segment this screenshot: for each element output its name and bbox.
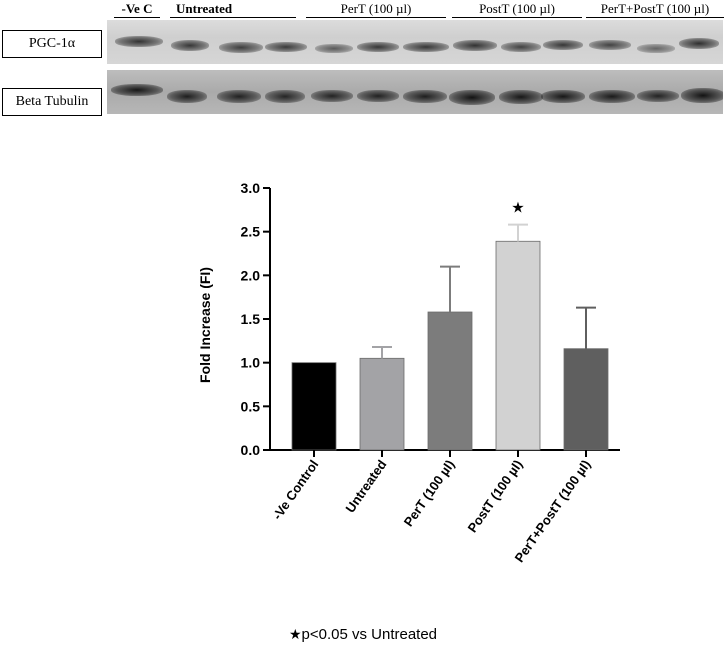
blot-band [403,42,449,52]
blot-band [357,42,399,52]
lane-group-label: -Ve C [121,1,153,16]
lane-group-underline [114,17,160,18]
blot-band [499,90,543,104]
blot-band [681,88,723,103]
blot-band [265,90,305,103]
tubulin-row-label: Beta Tubulin [2,88,102,116]
blot-band [115,36,163,47]
bar [495,240,541,451]
y-tick-label: 0.5 [241,398,261,414]
blot-band [219,42,263,53]
bar [359,357,405,451]
pgc-blot-strip [107,20,723,64]
blot-band [357,90,399,102]
x-tick-label: -Ve Control [269,457,321,522]
x-tick-label: Untreated [342,457,389,515]
lane-group-underline [306,17,446,18]
tubulin-blot-strip [107,70,723,114]
lane-group-underline [586,17,724,18]
lane-group-untreated: Untreated [170,2,296,18]
blot-band [265,42,307,52]
blot-band [111,84,163,96]
blot-band [171,40,209,51]
blot-band [449,90,495,105]
blot-band [217,90,261,103]
lane-group-label: PerT+PostT (100 µl) [600,1,710,16]
y-axis-title: Fold Increase (FI) [197,267,213,383]
blot-lane-header: -Ve C Untreated PerT (100 µl) PostT (100… [0,0,726,20]
significance-star-icon: ★ [511,199,524,217]
lane-group-label: PostT (100 µl) [479,1,555,16]
blot-band [311,90,353,102]
pgc-row-label: PGC-1α [2,30,102,58]
lane-group-label: PerT (100 µl) [340,1,412,16]
lane-group-postt: PostT (100 µl) [452,2,582,18]
x-tick-label: PerT+PostT (100 µl) [512,457,594,565]
blot-band [637,90,679,102]
y-tick-label: 1.0 [241,355,261,371]
blot-band [501,42,541,52]
bar [291,362,337,451]
blot-band [541,90,585,103]
lane-group-pert-postt: PerT+PostT (100 µl) [586,2,724,18]
lane-group-label: Untreated [176,1,233,16]
blot-band [453,40,497,51]
blot-band [315,44,353,53]
bar [563,348,609,451]
blot-band [637,44,675,53]
y-tick-label: 2.5 [241,224,261,240]
blot-band [589,40,631,50]
significance-footnote: ★p<0.05 vs Untreated [0,626,726,643]
y-tick-label: 0.0 [241,442,261,458]
y-tick-label: 2.0 [241,267,261,283]
blot-band [589,90,635,103]
blot-band [679,38,719,49]
lane-group-neg-control: -Ve C [114,2,160,18]
lane-group-underline [452,17,582,18]
blot-band [403,90,447,103]
x-tick-label: PostT (100 µl) [465,457,526,535]
lane-group-pert: PerT (100 µl) [306,2,446,18]
blot-band [167,90,207,103]
fold-increase-bar-chart: 0.0 0.5 1.0 1.5 2.0 2.5 3.0 Fold Increase (FI) -… [197,180,620,565]
y-tick-label: 3.0 [241,180,261,196]
x-tick-label: PerT (100 µl) [401,457,458,529]
star-icon: ★ [288,626,302,642]
lane-group-underline [170,17,296,18]
blot-band [543,40,583,50]
y-tick-label: 1.5 [241,311,261,327]
bar [427,311,473,451]
footnote-text: p<0.05 vs Untreated [301,626,438,643]
